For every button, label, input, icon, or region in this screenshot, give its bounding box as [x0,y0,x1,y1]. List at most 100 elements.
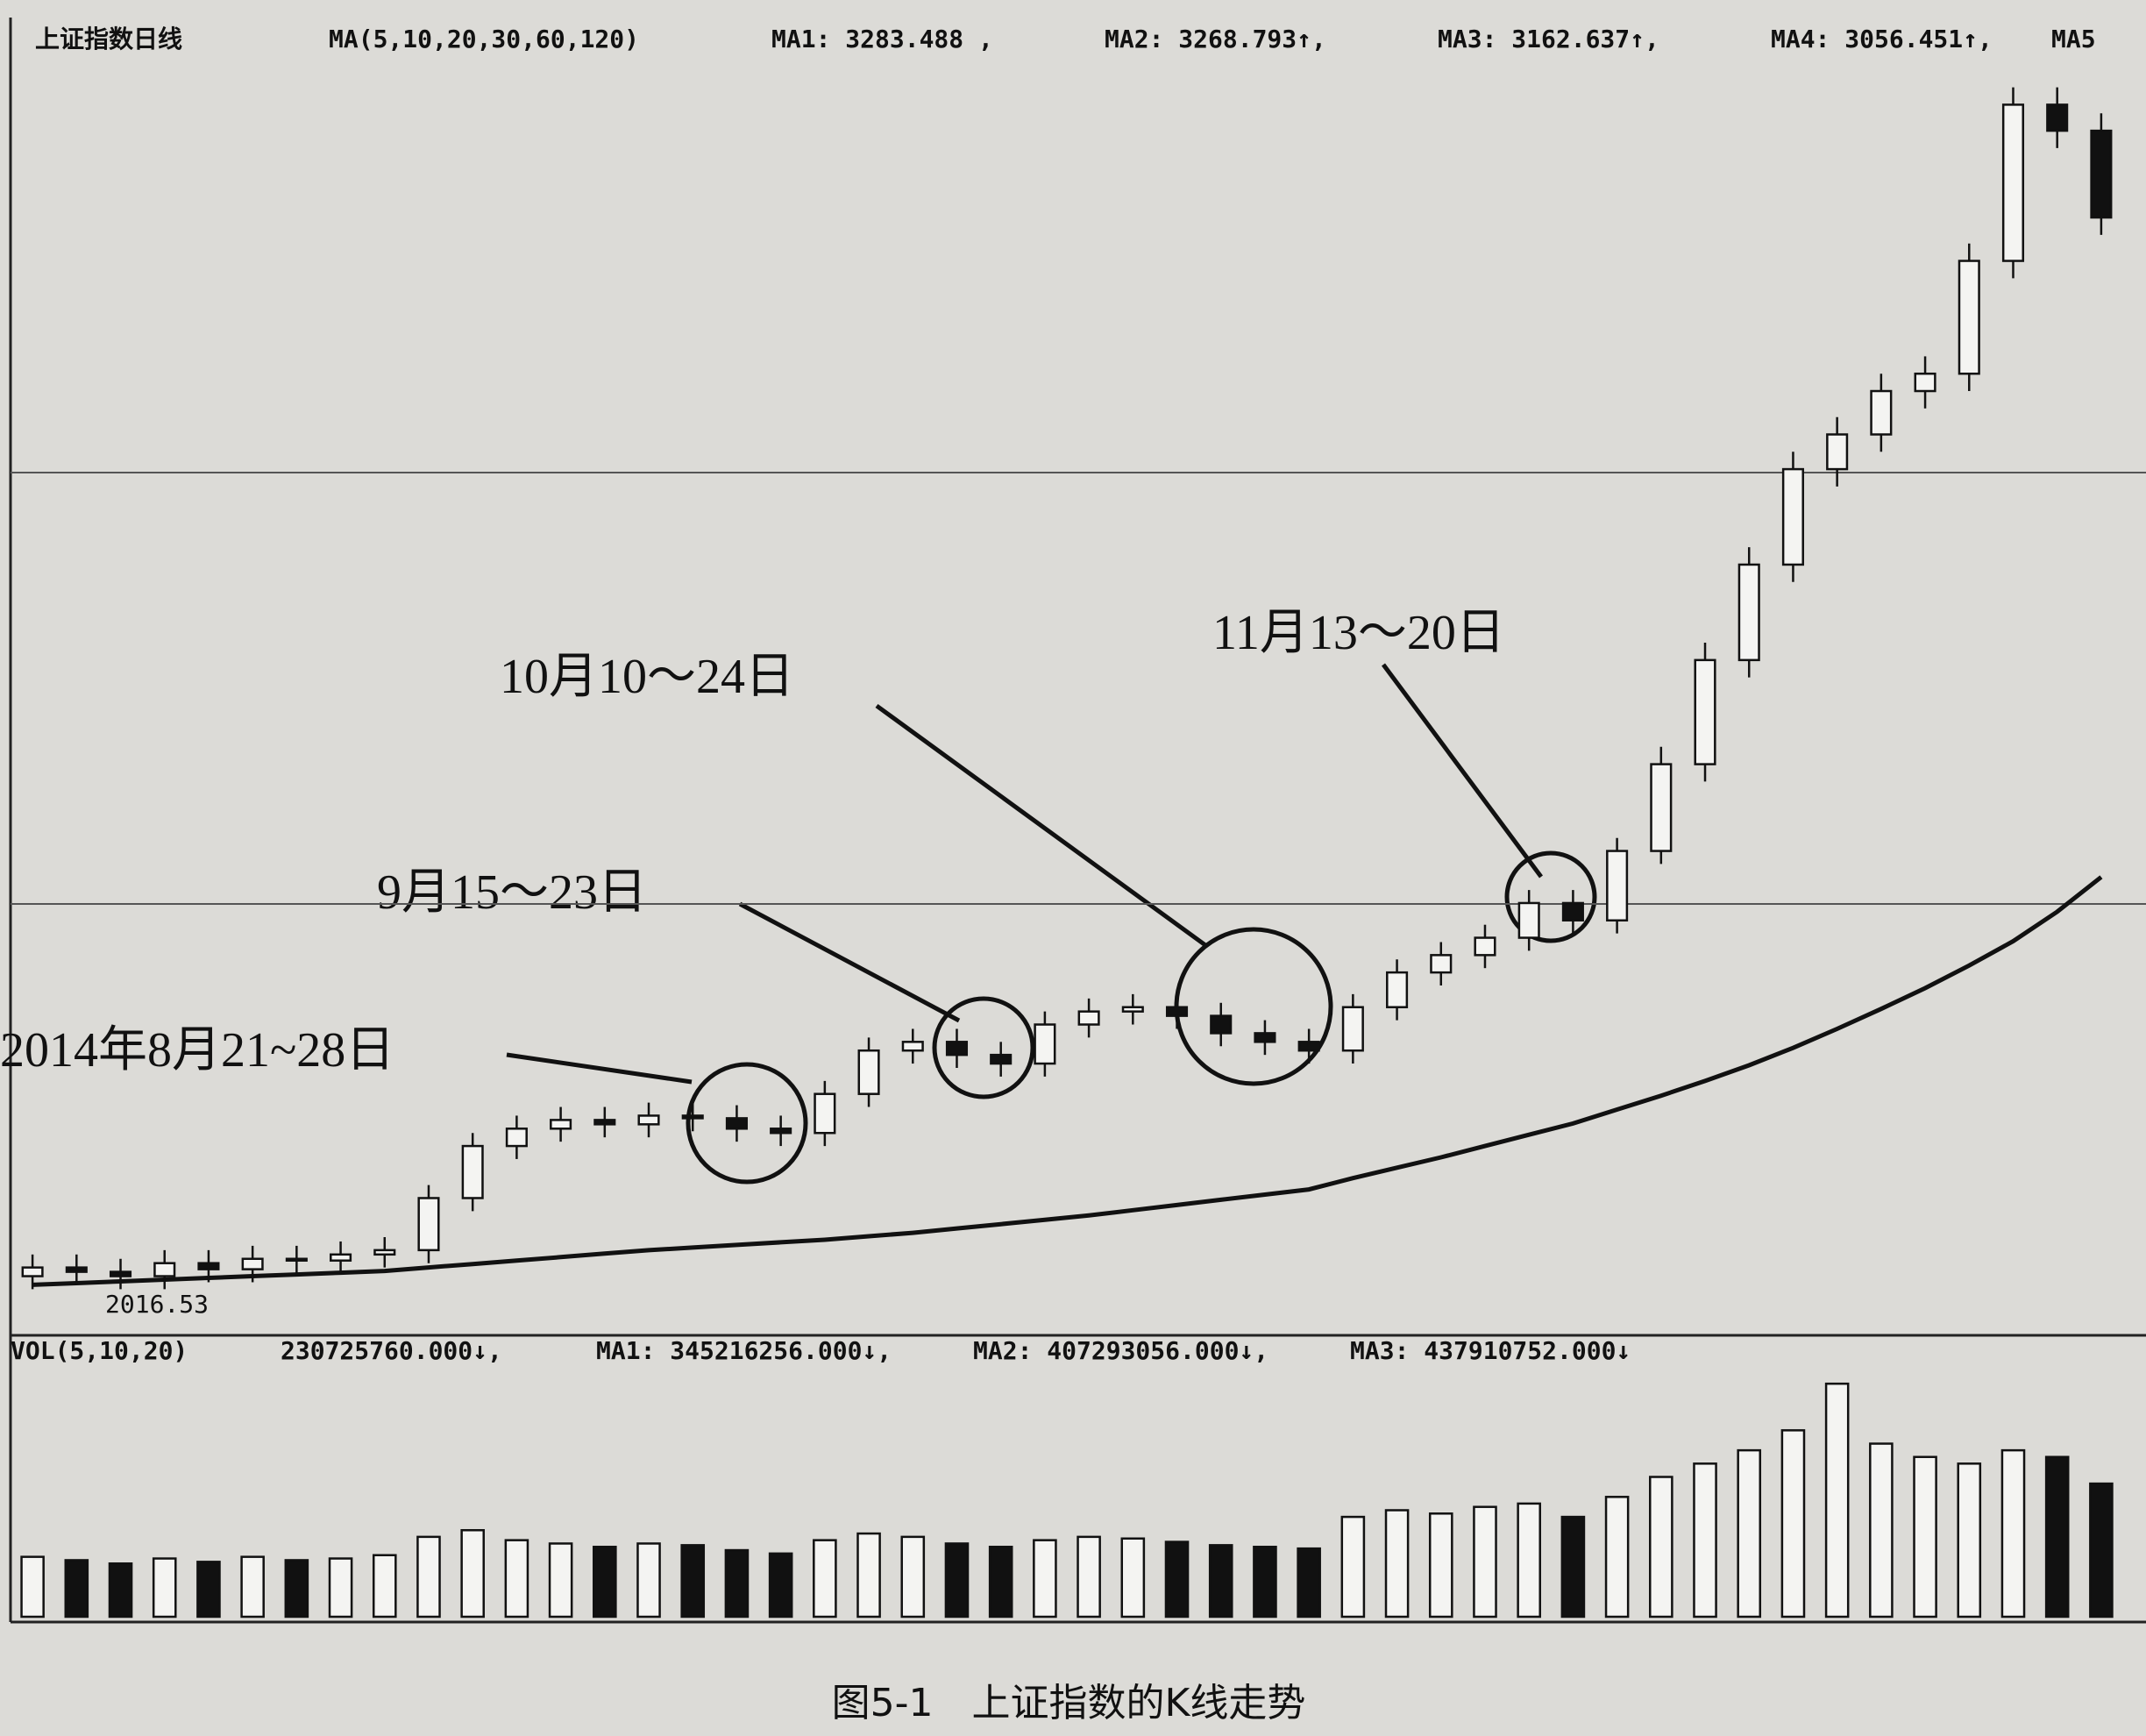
volume-bar [1253,1546,1277,1619]
ma-readout: MA1: 3283.488 , [771,25,993,53]
candle-body [725,1117,748,1130]
indicator: MA(5,10,20,30,60,120) [329,25,639,53]
leader-line [875,703,1207,948]
candle-body [1386,971,1409,1008]
volume-bar [240,1555,265,1619]
volume-bar [1297,1547,1321,1619]
volume-bar [1604,1496,1630,1619]
candle-body [1430,954,1453,974]
candle-body [197,1262,220,1270]
candle-body [461,1144,484,1199]
volume-bar [724,1548,750,1619]
volume-bar [416,1535,441,1619]
candle-body [330,1253,352,1262]
volume-bar [988,1546,1013,1619]
candle-body [373,1249,396,1256]
candle-body [1650,763,1673,852]
circle [932,996,1035,1099]
candle-body [2046,103,2069,132]
volume-bar [768,1552,793,1619]
volume-bar [372,1554,397,1619]
volume-bar [1693,1462,1717,1619]
volume-bar [1560,1515,1586,1619]
candle-body [2001,103,2025,262]
volume-bar [1913,1455,1937,1619]
min-label: 2016.53 [105,1290,209,1319]
candle-body [1870,389,1893,436]
candle-body [1826,433,1849,471]
leader-line [738,901,961,1023]
volume-bar [196,1561,221,1619]
ma-readout: MA3: 3162.637↑, [1438,25,1659,53]
volume-bar [1780,1429,1806,1619]
candle-body [945,1041,969,1057]
volume-bar [593,1546,617,1619]
circle [1504,850,1597,943]
candle-body [1914,372,1936,393]
candle-body [1694,658,1716,765]
candle-body [1165,1006,1189,1017]
annotation: 2014年8月21~28日 [0,1023,394,1078]
volume-bar [1957,1462,1982,1619]
volume-bar [1473,1505,1497,1619]
candle-body [593,1119,616,1126]
volume-bar [460,1529,485,1619]
volume-bar [900,1535,926,1619]
volume-bar [2044,1455,2070,1619]
volume-readout: MA1: 345216256.000↓, [596,1336,892,1365]
volume-bar [636,1542,661,1619]
volume-bar [680,1544,706,1619]
volume-readout: 230725760.000↓, [281,1336,502,1365]
volume-bar [328,1557,353,1619]
volume-bar [504,1539,529,1619]
candle-body [1958,260,1980,375]
leader-line [1381,663,1544,879]
chart-title: 上证指数日线 [35,25,182,53]
volume-bar [1737,1448,1762,1619]
circle [686,1062,808,1185]
volume-title: VOL(5,10,20) [11,1336,188,1365]
candle-body [550,1119,572,1130]
annotation: 11月13～20日 [1212,606,1505,660]
volume-bar [64,1559,89,1619]
candle-body [1034,1023,1056,1065]
volume-bar [1208,1544,1233,1619]
candle-body [1781,467,1804,566]
candle-body [153,1262,176,1277]
volume-bar [284,1559,309,1619]
volume-bar [944,1542,970,1619]
candle-body [1341,1006,1364,1052]
ma-readout: MA4: 3056.451↑, [1771,25,1993,53]
volume-bar [1077,1535,1101,1619]
candle-body [1474,936,1496,957]
candle-body [1561,901,1584,922]
candle-body [814,1092,836,1135]
candle-body [417,1197,440,1252]
candle-body [1606,850,1629,922]
ma-readout: MA5 [2051,25,2096,53]
candle-body [21,1266,44,1277]
volume-bar [548,1542,573,1619]
volume-bar [1649,1476,1673,1619]
candle-body [990,1053,1013,1065]
candle-body [65,1266,88,1273]
caption: 图5-1 上证指数的K线走势 [832,1681,1306,1725]
volume-readout: MA2: 407293056.000↓, [973,1336,1268,1365]
volume-bar [1340,1515,1366,1619]
volume-bar [1384,1509,1410,1619]
volume-readout: MA3: 437910752.000↓ [1350,1336,1631,1365]
annotation: 10月10～24日 [500,650,794,704]
volume-bar [2089,1482,2114,1619]
candle-body [1297,1041,1320,1052]
candle-body [770,1128,792,1135]
candle-body [1077,1010,1100,1026]
ma-readout: MA2: 3268.793↑, [1105,25,1326,53]
candle-body [241,1257,264,1270]
candle-body [1121,1006,1144,1013]
volume-bar [1517,1502,1541,1619]
volume-bar [1824,1382,1850,1619]
volume-bar [1869,1442,1894,1619]
